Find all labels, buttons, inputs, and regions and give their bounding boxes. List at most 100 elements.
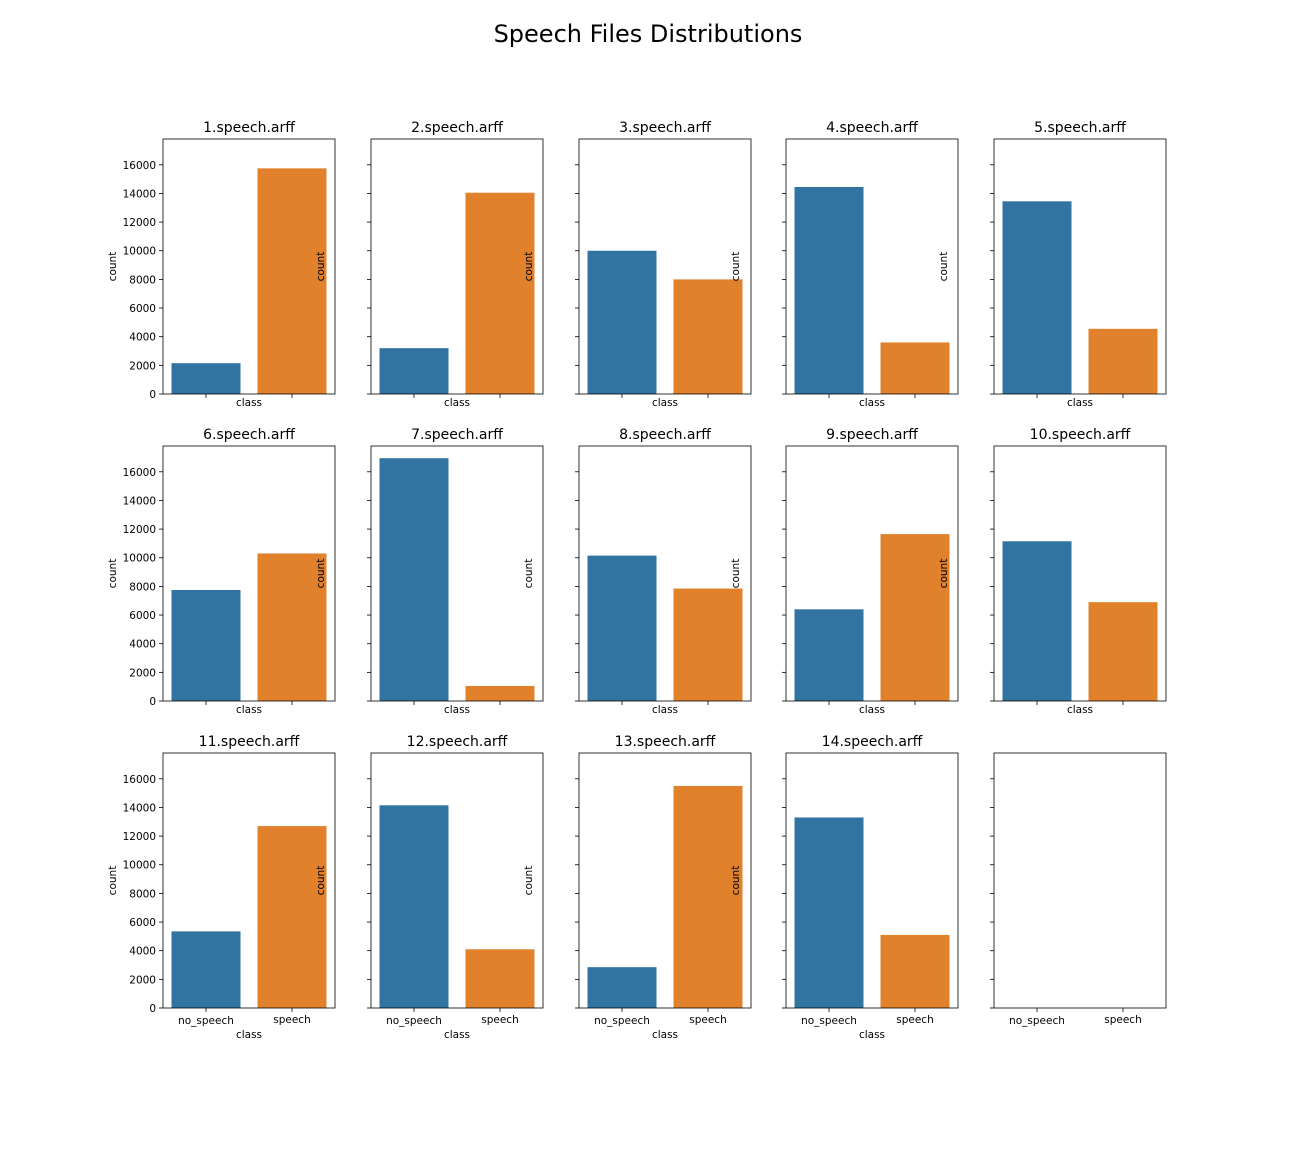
bar-speech	[880, 934, 950, 1008]
y-tick-label: 14000	[123, 802, 156, 814]
y-tick-label: 0	[149, 389, 156, 401]
subplot-11: 11.speech.arff 0 2000 4000 6000 8000 10000 1200…	[107, 734, 336, 1041]
x-axis-label: class	[236, 397, 262, 409]
x-axis-label: class	[652, 704, 678, 716]
y-axis-label: count	[523, 559, 535, 589]
axes-frame	[993, 445, 1167, 702]
x-axis-label: class	[444, 397, 470, 409]
subplot-1: 1.speech.arff 0 2000 4000 6000 8000 10000 12000…	[107, 120, 336, 409]
x-axis-label: class	[652, 1029, 678, 1041]
y-axis-label: count	[523, 252, 535, 282]
x-tick-label: no_speech	[178, 1015, 234, 1027]
bar-speech	[880, 534, 950, 701]
bar-no-speech	[1002, 201, 1072, 394]
axes-frame	[785, 138, 959, 395]
subplot-7: 7.speech.arff class count	[315, 427, 544, 716]
x-axis-label: class	[236, 704, 262, 716]
subplot-15: no_speech speech	[990, 752, 1167, 1027]
y-axis-label: count	[107, 252, 119, 282]
y-tick-label: 4000	[129, 639, 156, 651]
bar-no-speech	[587, 555, 657, 701]
subplot-title: 13.speech.arff	[615, 734, 716, 750]
y-axis-label: count	[315, 252, 327, 282]
subplot-title: 10.speech.arff	[1030, 427, 1131, 443]
bar-no-speech	[171, 589, 241, 701]
y-axis-label: count	[315, 866, 327, 896]
y-tick-label: 12000	[123, 217, 156, 229]
x-tick-label: speech	[273, 1014, 310, 1026]
axes-frame	[993, 752, 1167, 1009]
y-tick-label: 12000	[123, 524, 156, 536]
y-tick-label: 16000	[123, 774, 156, 786]
subplot-title: 3.speech.arff	[619, 120, 711, 136]
subplot-13: 13.speech.arff no_speech speech class count	[523, 734, 752, 1041]
bar-speech	[673, 785, 743, 1008]
bar-speech	[673, 279, 743, 394]
x-tick-label: speech	[481, 1014, 518, 1026]
x-tick-label: speech	[1104, 1014, 1141, 1026]
y-axis-label: count	[730, 559, 742, 589]
bar-no-speech	[379, 348, 449, 394]
subplot-title: 6.speech.arff	[203, 427, 295, 443]
y-tick-label: 16000	[123, 467, 156, 479]
subplot-title: 8.speech.arff	[619, 427, 711, 443]
bar-speech	[1088, 328, 1158, 394]
subplot-title: 14.speech.arff	[822, 734, 923, 750]
bar-speech	[465, 192, 535, 394]
figure-title: Speech Files Distributions	[494, 20, 803, 48]
subplot-title: 12.speech.arff	[407, 734, 508, 750]
axes-frame	[785, 445, 959, 702]
y-axis-label: count	[107, 559, 119, 589]
bar-no-speech	[794, 609, 864, 701]
axes-frame	[578, 138, 752, 395]
subplot-9: 9.speech.arff class count	[730, 427, 959, 716]
y-tick-label: 8000	[129, 581, 156, 593]
axes-frame	[162, 752, 336, 1009]
x-tick-label: speech	[689, 1014, 726, 1026]
axes-frame	[370, 445, 544, 702]
subplot-5: 5.speech.arff class count	[938, 120, 1167, 409]
subplot-10: 10.speech.arff class count	[938, 427, 1167, 716]
bar-no-speech	[171, 931, 241, 1008]
x-axis-label: class	[1067, 704, 1093, 716]
bar-no-speech	[587, 250, 657, 394]
bar-no-speech	[171, 363, 241, 394]
subplot-title: 7.speech.arff	[411, 427, 503, 443]
y-axis-label: count	[107, 866, 119, 896]
axes-frame	[578, 752, 752, 1009]
x-axis-label: class	[444, 1029, 470, 1041]
y-tick-label: 2000	[129, 667, 156, 679]
bar-no-speech	[1002, 541, 1072, 701]
bar-speech	[1088, 602, 1158, 701]
bar-speech	[257, 553, 327, 701]
bar-no-speech	[379, 805, 449, 1008]
y-axis-label: count	[938, 559, 950, 589]
subplot-title: 5.speech.arff	[1034, 120, 1126, 136]
subplot-title: 9.speech.arff	[826, 427, 918, 443]
y-axis-label: count	[938, 252, 950, 282]
y-tick-label: 10000	[123, 860, 156, 872]
y-tick-label: 0	[149, 696, 156, 708]
y-axis-label: count	[315, 559, 327, 589]
bar-speech	[673, 588, 743, 701]
x-axis-label: class	[444, 704, 470, 716]
subplot-3: 3.speech.arff class count	[523, 120, 752, 409]
subplot-8: 8.speech.arff class count	[523, 427, 752, 716]
x-tick-label: no_speech	[386, 1015, 442, 1027]
x-axis-label: class	[859, 1029, 885, 1041]
y-tick-label: 14000	[123, 188, 156, 200]
y-tick-label: 6000	[129, 303, 156, 315]
y-tick-label: 4000	[129, 946, 156, 958]
y-tick-label: 6000	[129, 610, 156, 622]
x-axis-label: class	[859, 704, 885, 716]
subplot-title: 11.speech.arff	[199, 734, 300, 750]
axes-frame	[993, 138, 1167, 395]
subplot-2: 2.speech.arff class count	[315, 120, 544, 409]
axes-frame	[370, 138, 544, 395]
x-axis-label: class	[236, 1029, 262, 1041]
subplot-4: 4.speech.arff class count	[730, 120, 959, 409]
x-tick-label: no_speech	[801, 1015, 857, 1027]
y-axis-label: count	[523, 866, 535, 896]
panel-grid: 1.speech.arff 0 2000 4000 6000 8000 10000 12000…	[107, 120, 1167, 1041]
